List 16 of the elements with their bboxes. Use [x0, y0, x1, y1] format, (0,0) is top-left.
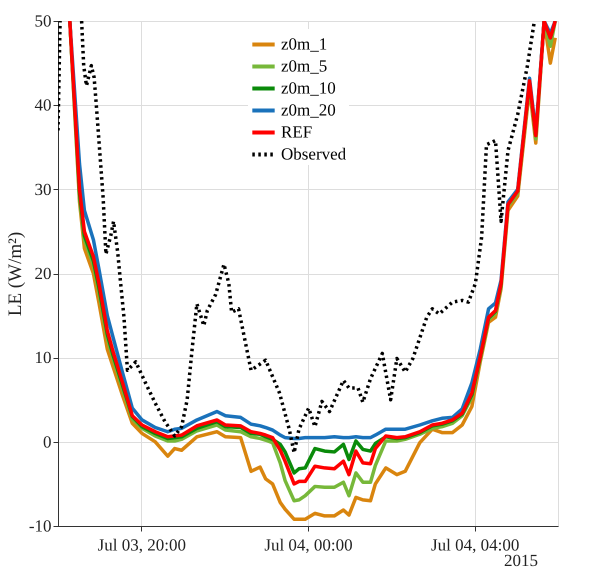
y-tick-label: 0: [43, 432, 52, 452]
legend-label: z0m_10: [281, 78, 336, 98]
y-tick-label: 20: [34, 264, 52, 283]
legend-label: z0m_1: [281, 34, 328, 54]
legend-label: z0m_20: [281, 100, 336, 120]
y-axis-title: LE (W/m²): [4, 232, 26, 316]
y-tick-label: 50: [34, 12, 52, 30]
legend-label: REF: [281, 122, 312, 142]
y-tick-label: 40: [34, 96, 52, 115]
legend-label: Observed: [281, 144, 347, 164]
y-tick-label: 10: [34, 348, 52, 368]
y-tick-label: -10: [28, 516, 52, 536]
legend-label: z0m_5: [281, 56, 328, 76]
x-tick-label: Jul 03, 20:00: [98, 536, 186, 554]
y-tick-label: 30: [34, 180, 52, 199]
x-tick-label: Jul 04, 00:00: [264, 536, 353, 554]
